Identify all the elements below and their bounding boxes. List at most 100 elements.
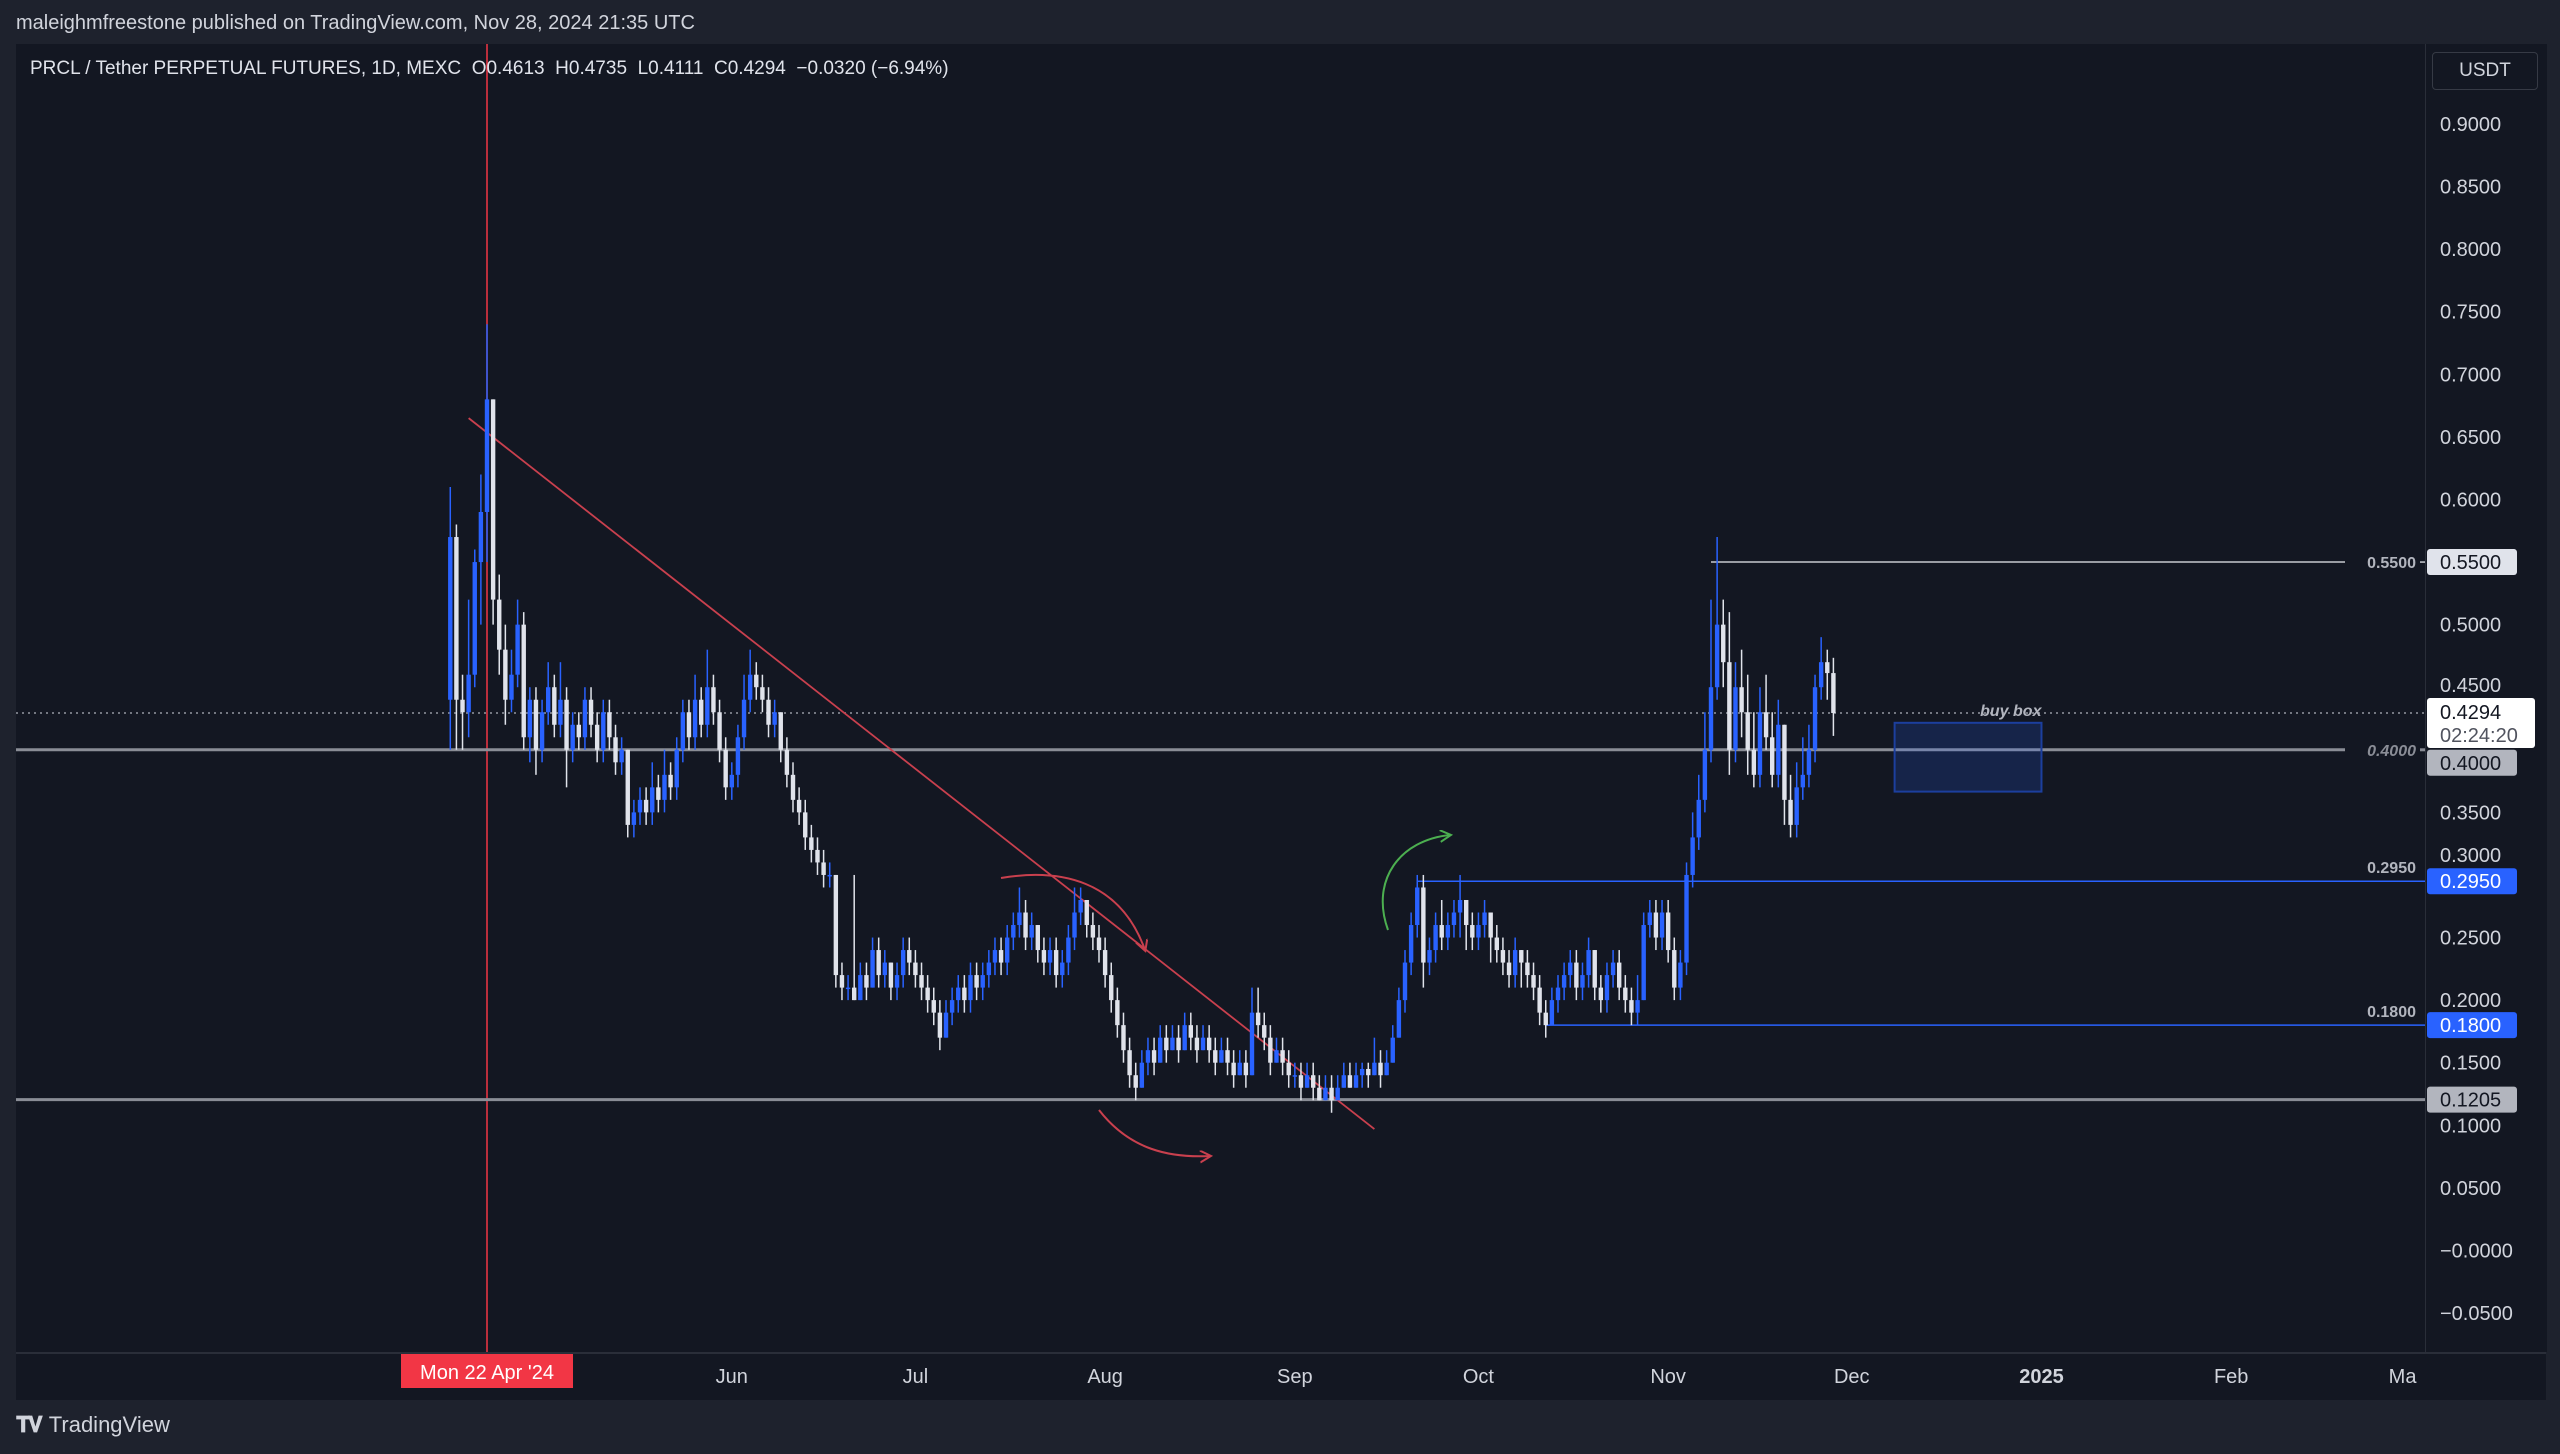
candle-body <box>852 987 857 1001</box>
tradingview-logo-icon[interactable]: 𝐓𝐕 <box>16 1412 43 1437</box>
candle-body <box>1219 1050 1224 1063</box>
candle-body <box>1268 1037 1273 1063</box>
candle-body <box>1323 1087 1328 1101</box>
candle <box>1457 874 1463 938</box>
candle-body <box>827 874 832 877</box>
publish-info: maleighmfreestone published on TradingVi… <box>16 12 695 34</box>
candle-body <box>1427 950 1432 963</box>
candle-body <box>1200 1037 1206 1051</box>
candle-body <box>1702 749 1708 800</box>
candle <box>717 699 722 763</box>
candle <box>1304 1062 1310 1088</box>
candle <box>1757 687 1763 788</box>
candle <box>662 749 667 813</box>
candle-body <box>1818 662 1824 688</box>
candle <box>613 724 618 775</box>
candle-body <box>1047 950 1053 963</box>
candle <box>1219 1037 1224 1063</box>
candle <box>546 662 551 725</box>
candle-body <box>1115 1000 1120 1026</box>
candle-body <box>454 537 459 700</box>
candle-body <box>460 699 465 713</box>
candle-body <box>1763 712 1769 738</box>
candle-body <box>1708 687 1714 750</box>
time-tick-label: Sep <box>1277 1366 1313 1388</box>
candle-body <box>1812 687 1818 750</box>
candle <box>601 699 606 763</box>
candle-body <box>656 787 661 800</box>
candle <box>1286 1050 1291 1088</box>
candle-body <box>1341 1075 1346 1088</box>
candle-body <box>1127 1050 1132 1076</box>
candle-body <box>1359 1068 1365 1076</box>
candle <box>1825 649 1830 700</box>
candle-body <box>1017 912 1022 926</box>
candle <box>1243 1050 1249 1088</box>
candle-body <box>760 687 765 700</box>
candle <box>1555 975 1561 1013</box>
candle-body <box>588 699 594 725</box>
candle <box>448 486 453 750</box>
candle-body <box>1304 1075 1310 1088</box>
candle-body <box>766 699 771 725</box>
candle <box>852 874 857 1001</box>
footer-brand[interactable]: TradingView <box>48 1412 170 1437</box>
candle <box>956 975 961 1013</box>
candle <box>882 950 887 988</box>
chart-pane[interactable] <box>16 44 2425 1352</box>
candle <box>1659 899 1665 951</box>
candle-body <box>1317 1087 1322 1101</box>
candle-body <box>1604 975 1610 1001</box>
candle <box>845 975 851 1001</box>
candle <box>490 399 496 625</box>
candle <box>570 712 575 763</box>
candle-body <box>619 749 624 763</box>
candle <box>656 774 661 813</box>
candle <box>576 712 581 750</box>
candle-body <box>1060 962 1065 976</box>
candle-body <box>845 987 851 990</box>
candle <box>650 762 655 825</box>
time-tick-label: Feb <box>2214 1366 2248 1388</box>
candle-body <box>1243 1062 1249 1076</box>
candle-body <box>1745 712 1750 750</box>
time-tick-label: 2025 <box>2019 1366 2064 1388</box>
candle <box>1384 1050 1389 1076</box>
candle <box>1396 987 1402 1038</box>
candle <box>631 799 637 838</box>
candle <box>1311 1062 1316 1101</box>
candle-body <box>1390 1037 1395 1063</box>
legend-change: −0.0320 (−6.94%) <box>796 58 949 79</box>
candle-body <box>490 399 496 600</box>
candle-body <box>711 687 716 713</box>
candle <box>1366 1062 1371 1088</box>
price-tick-label: 0.6000 <box>2440 489 2501 511</box>
candle <box>699 687 704 738</box>
candle <box>1298 1062 1304 1101</box>
candle-body <box>1647 912 1652 926</box>
candle-body <box>1176 1037 1181 1051</box>
candle-body <box>754 674 759 688</box>
candle <box>1519 950 1524 988</box>
candle-body <box>1672 950 1677 988</box>
candle <box>1794 762 1799 838</box>
price-tick-label: 0.8500 <box>2440 177 2501 199</box>
candle <box>870 937 875 988</box>
candle-body <box>1549 1000 1555 1026</box>
buy-box-label: buy box <box>1980 703 2042 720</box>
currency-button[interactable]: USDT <box>2432 52 2538 90</box>
candle <box>796 787 802 825</box>
candle-body <box>1225 1050 1230 1063</box>
price-tick-label: −0.0500 <box>2440 1303 2513 1325</box>
candle <box>1690 812 1695 888</box>
legend-high: H0.4735 <box>555 58 628 79</box>
candle <box>784 737 790 788</box>
curved-arrow-down-icon <box>1000 873 1145 950</box>
candle <box>1641 912 1646 1001</box>
price-axis[interactable] <box>2425 44 2547 1352</box>
candle-body <box>1635 1000 1640 1013</box>
candle <box>741 674 747 750</box>
candle <box>1225 1037 1230 1076</box>
price-tick-label: 0.2500 <box>2440 928 2501 950</box>
candle-body <box>1005 937 1010 963</box>
